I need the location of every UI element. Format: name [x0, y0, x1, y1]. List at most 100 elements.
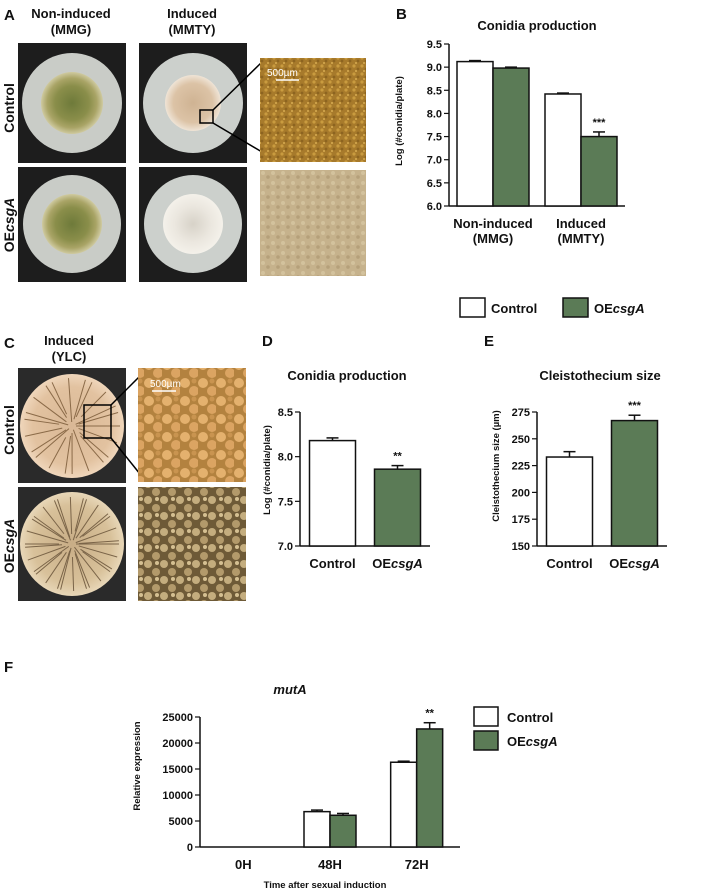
x-tick-label: Control — [309, 556, 355, 571]
chart-d-plot: 7.0 7.5 8.0 8.5 Control OEcsgA ** — [278, 407, 430, 571]
wrinkle-line — [25, 411, 69, 426]
wrinkle-line — [64, 435, 72, 474]
wrinkle-line — [74, 546, 102, 582]
bar — [492, 67, 530, 207]
bar — [308, 439, 357, 547]
wrinkle-line — [48, 437, 67, 469]
y-tick-label: 15000 — [162, 764, 193, 776]
x-tick-label: 48H — [318, 857, 342, 872]
y-tick-label: 175 — [512, 514, 530, 526]
y-tick-label: 9.0 — [427, 62, 442, 74]
y-tick-label: 150 — [512, 541, 530, 553]
significance-label: *** — [628, 400, 642, 412]
panel-c-col1-line2: (YLC) — [52, 349, 87, 364]
bar — [456, 60, 494, 207]
colony-wrinkles — [24, 378, 120, 475]
legend-swatch-control — [473, 706, 499, 727]
colony — [42, 194, 102, 254]
panel-f-label: F — [4, 659, 13, 676]
y-tick-label: 8.5 — [278, 407, 293, 419]
scale-bar-label: 500µm — [267, 68, 298, 79]
x-tick-label: Induced — [556, 216, 606, 231]
significance-label: *** — [593, 117, 607, 129]
legend-swatch-oecsga — [562, 297, 589, 318]
micrograph-oecsga — [138, 487, 246, 601]
bar — [415, 728, 444, 848]
chart-e-title: Cleistothecium size — [539, 368, 660, 383]
wrinkle-line — [71, 556, 75, 591]
panel-a: A Non-induced (MMG) Induced (MMTY) Contr… — [1, 6, 366, 282]
y-tick-label: 6.0 — [427, 201, 442, 213]
wrinkle-line — [72, 429, 90, 472]
wrinkle-line — [74, 550, 91, 588]
wrinkle-line — [42, 506, 65, 535]
wrinkle-line — [25, 427, 63, 437]
wrinkle-line — [72, 499, 87, 541]
micrograph-oecsga — [260, 170, 366, 276]
legend-swatch-control — [459, 297, 486, 318]
panel-a-col2-line1: Induced — [167, 6, 217, 21]
wrinkle-line — [24, 418, 60, 425]
wrinkle-line — [33, 515, 65, 539]
x-tick-label: OEcsgA — [609, 556, 660, 571]
panel-b: B Conidia production Log (#conidia/plate… — [394, 6, 645, 318]
legend-label-oecsga: OEcsgA — [507, 734, 558, 749]
y-tick-label: 8.0 — [278, 452, 293, 464]
bar — [544, 93, 582, 207]
panel-a-row1-label: Control — [1, 83, 17, 133]
chart-f-legend: Control OEcsgA — [473, 706, 558, 751]
panel-d: D Conidia production Log (#conidia/plate… — [262, 333, 430, 571]
colony-wrinkles — [25, 497, 119, 591]
panel-e: E Cleistothecium size Cleistothecium siz… — [484, 333, 667, 571]
panel-a-col1-line1: Non-induced — [31, 6, 110, 21]
zoom-line — [110, 375, 141, 406]
zoom-line — [212, 122, 263, 153]
bar — [373, 468, 422, 547]
wrinkle-line — [33, 396, 67, 423]
y-tick-label: 8.0 — [427, 108, 442, 120]
legend-swatch-oecsga — [473, 730, 499, 751]
wrinkle-line — [57, 550, 71, 589]
panel-a-col2-line2: (MMTY) — [169, 22, 216, 37]
wrinkle-line — [82, 515, 111, 537]
panel-c: C Induced (YLC) Control OEcsgA 500µm — [1, 333, 246, 601]
chart-f-plot: 0 5000 10000 15000 20000 25000 0H 48H 72H ** — [162, 708, 460, 872]
chart-b-title: Conidia production — [477, 18, 596, 33]
legend-label-oecsga: OEcsgA — [594, 301, 645, 316]
wrinkle-line — [53, 500, 71, 541]
y-tick-label: 6.5 — [427, 178, 442, 190]
x-tick-label: (MMTY) — [558, 231, 605, 246]
chart-b-plot: 6.0 6.5 7.0 7.5 8.0 8.5 9.0 9.5 Non-induced(MMG)… — [427, 39, 625, 246]
wrinkle-line — [80, 435, 104, 463]
chart-e-ylabel: Cleistothecium size (µm) — [491, 410, 502, 522]
wrinkle-line — [78, 545, 118, 558]
y-tick-label: 9.5 — [427, 39, 442, 51]
y-tick-label: 250 — [512, 434, 530, 446]
y-tick-label: 200 — [512, 487, 530, 499]
legend-label-control: Control — [491, 301, 537, 316]
bar — [329, 814, 357, 848]
panel-a-row2-label: OEcsgA — [1, 198, 17, 252]
chart-f-title: mutA — [273, 682, 306, 697]
y-tick-label: 10000 — [162, 790, 193, 802]
chart-d-title: Conidia production — [287, 368, 406, 383]
significance-label: ** — [425, 708, 434, 720]
y-tick-label: 8.5 — [427, 85, 442, 97]
wrinkle-line — [75, 405, 116, 425]
scale-bar-label: 500µm — [150, 379, 181, 390]
chart-f-ylabel: Relative expression — [132, 721, 143, 810]
wrinkle-line — [80, 548, 113, 570]
y-tick-label: 20000 — [162, 738, 193, 750]
panel-d-label: D — [262, 333, 273, 350]
panel-c-row2-label: OEcsgA — [1, 519, 17, 573]
wrinkle-line — [33, 545, 70, 573]
wrinkle-line — [75, 527, 117, 544]
zoom-box — [199, 109, 214, 124]
wrinkle-line — [35, 551, 63, 575]
wrinkle-line — [74, 553, 87, 589]
wrinkle-line — [27, 545, 66, 561]
panel-a-label: A — [4, 7, 15, 24]
wrinkle-line — [74, 498, 84, 532]
y-tick-label: 7.5 — [427, 132, 442, 144]
significance-label: ** — [393, 451, 402, 463]
